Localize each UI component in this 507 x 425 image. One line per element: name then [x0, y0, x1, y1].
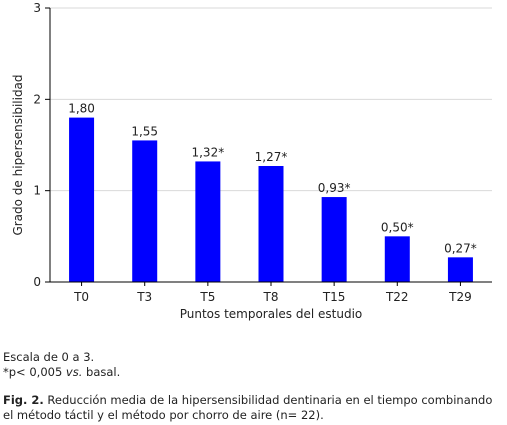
x-axis-title: Puntos temporales del estudio — [180, 307, 363, 321]
data-label: 0,50* — [381, 220, 414, 234]
figure-caption-text: Reducción media de la hipersensibilidad … — [3, 393, 493, 422]
x-tick-label: T3 — [136, 290, 152, 304]
data-label: 0,27* — [444, 241, 477, 255]
data-label: 1,80 — [68, 102, 95, 116]
x-tick-label: T0 — [73, 290, 89, 304]
bar — [258, 166, 284, 282]
axes: 0 1 2 3 T0 T3 T5 T8 T15 T22 T29 — [33, 1, 492, 304]
x-tick-label: T15 — [322, 290, 346, 304]
chart-notes: Escala de 0 a 3. *p< 0,005 vs. basal. — [3, 350, 120, 380]
significance-italic: vs. — [65, 365, 83, 379]
data-label: 1,55 — [131, 124, 158, 138]
data-label: 0,93* — [318, 181, 351, 195]
y-axis-title: Grado de hipersensibilidad — [11, 74, 25, 235]
figure-caption: Fig. 2. Reducción media de la hipersensi… — [3, 393, 506, 423]
y-tick-label: 0 — [33, 275, 41, 289]
data-label: 1,32* — [191, 145, 224, 159]
x-tick-label: T5 — [199, 290, 215, 304]
data-label: 1,27* — [255, 150, 288, 164]
x-tick-label: T22 — [385, 290, 409, 304]
x-tick-label: T29 — [448, 290, 472, 304]
bar — [384, 236, 410, 282]
y-tick-label: 2 — [33, 92, 41, 106]
significance-prefix: *p< 0,005 — [3, 365, 66, 379]
bars — [69, 117, 473, 282]
significance-note: *p< 0,005 vs. basal. — [3, 365, 120, 380]
y-tick-label: 3 — [33, 1, 41, 15]
data-labels: 1,80 1,55 1,32* 1,27* 0,93* 0,50* 0,27* — [68, 102, 477, 256]
figure-label: Fig. 2. — [3, 393, 44, 407]
significance-suffix: basal. — [82, 365, 121, 379]
bar — [321, 197, 347, 282]
bar — [132, 140, 158, 282]
bar — [69, 117, 95, 282]
scale-note: Escala de 0 a 3. — [3, 350, 95, 364]
bar — [195, 161, 221, 282]
bar — [447, 257, 473, 282]
x-tick-label: T8 — [263, 290, 279, 304]
y-tick-label: 1 — [33, 184, 41, 198]
bar-chart: 1,80 1,55 1,32* 1,27* 0,93* 0,50* 0,27* 0 1 2 3 T0… — [11, 1, 492, 321]
